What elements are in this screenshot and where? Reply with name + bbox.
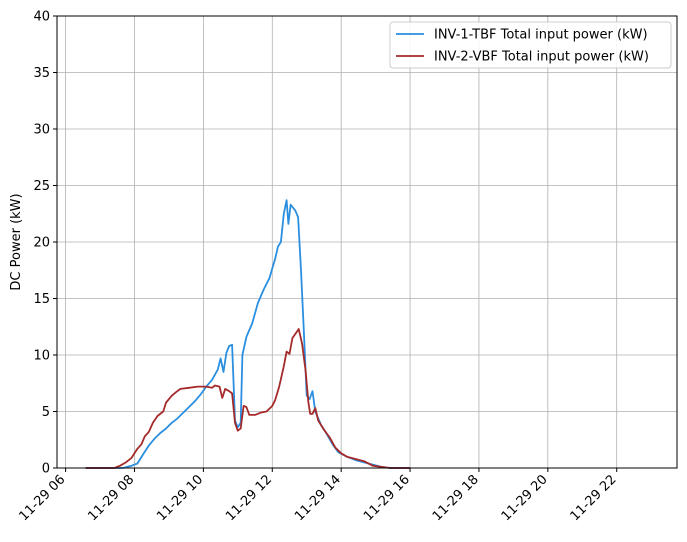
y-axis-label: DC Power (kW) <box>9 193 24 290</box>
y-tick-label: 30 <box>33 123 50 138</box>
legend: INV-1-TBF Total input power (kW) INV-2-VB… <box>389 21 672 69</box>
y-tick-label: 0 <box>42 462 50 477</box>
y-tick-label: 10 <box>33 349 50 364</box>
legend-box <box>389 21 672 69</box>
series-line-2 <box>85 328 411 469</box>
y-tick-label: 5 <box>42 405 50 420</box>
y-tick-label: 35 <box>33 66 50 81</box>
y-tick-label: 25 <box>33 179 50 194</box>
y-tick-label: 40 <box>33 10 50 25</box>
y-tick-label: 15 <box>33 292 50 307</box>
y-tick-label: 20 <box>33 236 50 251</box>
legend-label-1: INV-1-TBF Total input power (kW) <box>434 28 648 43</box>
series-lines <box>85 199 411 469</box>
legend-label-2: INV-2-VBF Total input power (kW) <box>434 50 649 65</box>
